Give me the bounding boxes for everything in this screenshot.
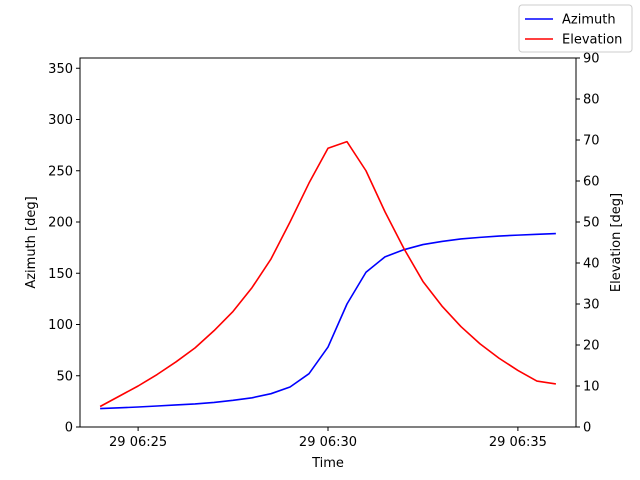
y-right-tick-label: 60 [583, 175, 600, 190]
y-right-tick-label: 70 [583, 134, 600, 149]
y-right-tick-label: 50 [583, 216, 600, 231]
y-left-tick-label: 150 [48, 267, 73, 282]
y-right-tick-label: 90 [583, 52, 600, 67]
x-axis-label: Time [311, 456, 344, 471]
y-right-tick-label: 0 [583, 421, 591, 436]
y-left-tick-label: 100 [48, 318, 73, 333]
x-tick-label: 29 06:30 [299, 435, 357, 450]
legend-box [518, 4, 633, 53]
legend-label-elevation: Elevation [562, 33, 622, 48]
x-tick-label: 29 06:35 [489, 435, 547, 450]
y-axis-label-right: Elevation [deg] [609, 193, 624, 292]
legend: Azimuth Elevation [518, 4, 633, 53]
series-line-azimuth [100, 232, 556, 410]
y-left-tick-label: 250 [48, 164, 73, 179]
y-left-tick-label: 350 [48, 62, 73, 77]
y-axis-label-left: Azimuth [deg] [24, 196, 39, 288]
x-tick-label: 29 06:25 [109, 435, 167, 450]
y-left-tick-label: 200 [48, 216, 73, 231]
y-right-tick-label: 10 [583, 380, 600, 395]
y-left-tick-label: 300 [48, 113, 73, 128]
y-left-tick-label: 0 [65, 421, 73, 436]
y-left-tick-label: 50 [56, 369, 73, 384]
y-right-tick-label: 40 [583, 257, 600, 272]
plot-frame [79, 57, 577, 428]
y-right-tick-label: 20 [583, 339, 600, 354]
series-line-elevation [99, 140, 556, 408]
legend-label-azimuth: Azimuth [562, 13, 616, 28]
y-right-tick-label: 80 [583, 93, 600, 108]
y-right-tick-label: 30 [583, 298, 600, 313]
